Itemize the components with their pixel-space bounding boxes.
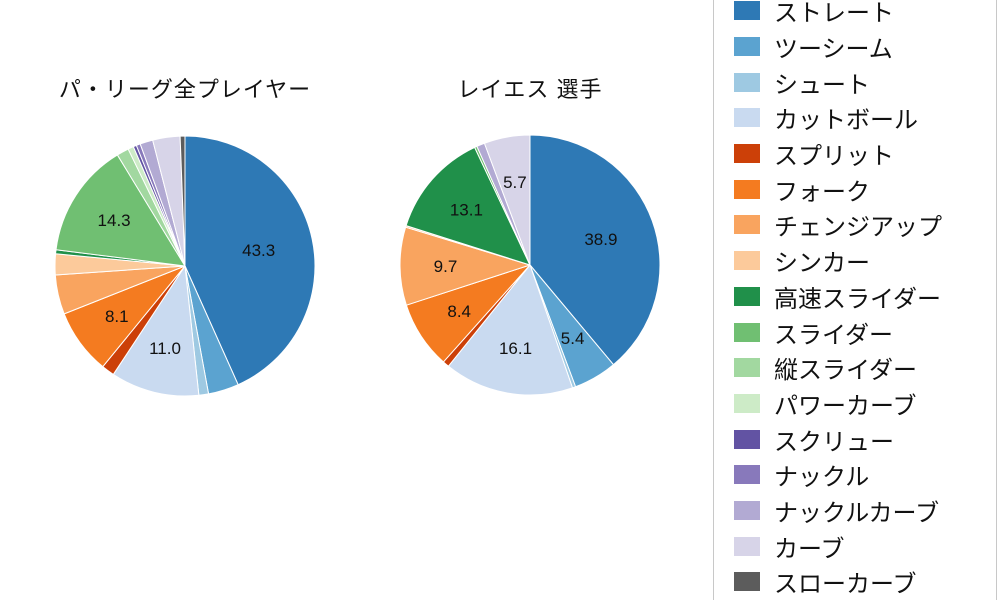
legend-label: スローカーブ [774, 571, 917, 599]
legend-label: チェンジアップ [774, 214, 942, 242]
pie-slice-value-label: 5.4 [561, 329, 585, 348]
legend-label: シンカー [774, 250, 870, 278]
pie-slice-value-label: 13.1 [450, 200, 483, 219]
legend-label: ナックル [774, 464, 870, 492]
legend-item: ストレート [734, 0, 996, 29]
legend-label: シュート [774, 71, 870, 99]
pie-slice-value-label: 43.3 [242, 241, 275, 260]
legend-item: スクリュー [734, 421, 996, 457]
legend-label: 縦スライダー [774, 357, 918, 385]
pie-slice [483, 134, 531, 266]
legend-swatch [734, 500, 760, 520]
legend-label: ツーシーム [774, 36, 893, 64]
legend-swatch [734, 215, 760, 235]
legend-swatch [734, 72, 760, 92]
legend-item: ツーシーム [734, 29, 996, 65]
left-chart-title: パ・リーグ全プレイヤー [58, 77, 312, 102]
legend-label: スクリュー [774, 428, 894, 456]
legend-swatch [734, 322, 760, 342]
legend-item: フォーク [734, 171, 996, 207]
legend-swatch [734, 429, 760, 449]
legend-swatch [734, 251, 760, 271]
legend-item: シュート [734, 64, 996, 100]
legend-item: カーブ [734, 528, 996, 564]
legend-label: カーブ [774, 535, 845, 563]
legend-swatch [734, 393, 760, 413]
pie-chart-league-all-players: 43.3 11.0 8.1 14.3 [54, 135, 316, 397]
pie-slice [179, 135, 186, 267]
legend-item: チェンジアップ [734, 207, 996, 243]
legend-swatch [734, 37, 760, 57]
pie-chart-player-reyes: 38.9 5.4 16.1 8.4 9.7 13.1 5.7 [399, 134, 661, 396]
pitch-type-legend: ストレートツーシームシュートカットボール スプリットフォークチェンジアップ シンカー… [713, 0, 997, 600]
legend-label: ストレート [774, 0, 894, 28]
pie-slice [405, 146, 531, 266]
legend-item: 縦スライダー [734, 350, 996, 386]
pie-slice [112, 265, 200, 397]
legend-swatch [734, 358, 760, 378]
legend-label: スプリット [774, 143, 894, 171]
legend-label: ナックルカーブ [774, 499, 940, 527]
legend-label: 高速スライダー [774, 285, 942, 313]
pie-slice [529, 134, 661, 366]
legend-label: フォーク [774, 178, 870, 206]
legend-item: スローカーブ [734, 564, 996, 600]
pie-slice [184, 135, 316, 386]
legend-swatch [734, 536, 760, 556]
legend-item: スプリット [734, 136, 996, 172]
legend-item: 高速スライダー [734, 279, 996, 315]
legend-swatch [734, 1, 760, 21]
legend-item: ナックルカーブ [734, 493, 996, 529]
pie-slice-value-label: 14.3 [98, 211, 131, 230]
pie-slice-value-label: 5.7 [503, 173, 527, 192]
legend-swatch [734, 286, 760, 306]
legend-item: スライダー [734, 314, 996, 350]
legend-item: シンカー [734, 243, 996, 279]
legend-label: カットボール [774, 107, 918, 135]
pie-slice [447, 264, 573, 396]
legend-swatch [734, 144, 760, 164]
legend-swatch [734, 108, 760, 128]
pie-slice [399, 226, 531, 306]
legend-item: カットボール [734, 100, 996, 136]
right-chart-title: レイエス 選手 [457, 77, 603, 102]
pie-slice-value-label: 16.1 [499, 339, 532, 358]
legend-swatch [734, 572, 760, 592]
pie-slice-value-label: 8.1 [105, 307, 129, 326]
legend-swatch [734, 465, 760, 485]
legend-swatch [734, 179, 760, 199]
legend-label: パワーカーブ [774, 392, 917, 420]
legend-label: スライダー [774, 321, 894, 349]
legend-item: パワーカーブ [734, 386, 996, 422]
pie-slice-value-label: 9.7 [434, 257, 458, 276]
pie-slice-value-label: 38.9 [584, 230, 617, 249]
pie-slice-value-label: 8.4 [447, 302, 471, 321]
legend-item: ナックル [734, 457, 996, 493]
pie-slice-value-label: 11.0 [149, 339, 181, 358]
pie-slice [55, 154, 186, 267]
